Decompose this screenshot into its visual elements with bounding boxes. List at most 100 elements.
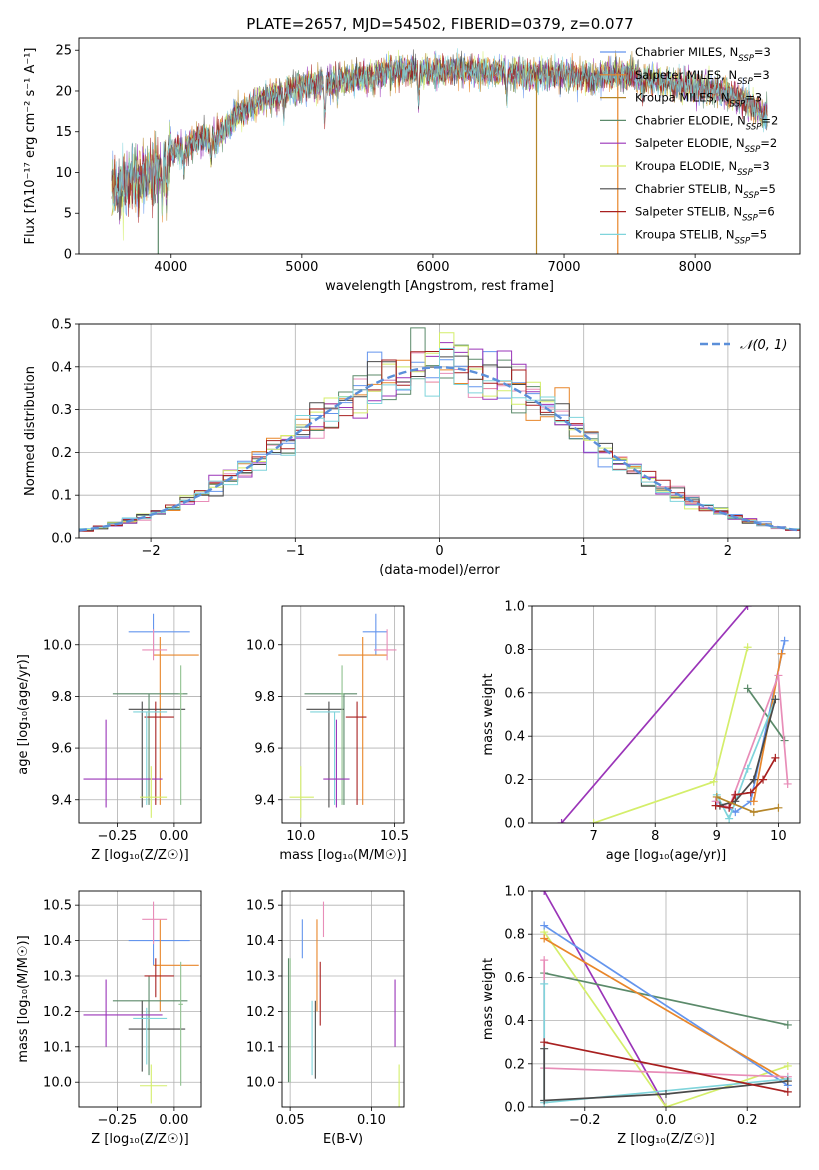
y-tick-label: 20 <box>55 84 72 99</box>
weight-series <box>544 1041 788 1093</box>
x-axis-label: age [log₁₀(age/yr)] <box>606 848 727 863</box>
x-axis-label: Z [log₁₀(Z/Z☉)] <box>91 848 188 863</box>
weight-marker <box>725 803 734 812</box>
weight-marker <box>783 779 792 788</box>
x-tick-label: 0 <box>435 544 443 559</box>
x-tick-label: 4000 <box>154 260 187 275</box>
weight-marker <box>743 764 752 773</box>
x-tick-label: −0.2 <box>569 1113 601 1128</box>
x-tick-label: −0.25 <box>97 1113 137 1128</box>
y-tick-label: 10.3 <box>246 969 275 984</box>
y-tick-label: 0.2 <box>504 773 525 788</box>
y-tick-label: 0 <box>64 248 72 263</box>
y-tick-label: 0.0 <box>51 532 72 547</box>
weight-marker <box>777 649 786 658</box>
weight-series <box>543 937 789 1082</box>
legend-entry: Chabrier STELIB, NSSP=5 <box>635 182 776 201</box>
y-tick-label: 0.3 <box>51 403 72 418</box>
y-tick-label: 0.2 <box>504 1057 525 1072</box>
y-axis-label: age [log₁₀(age/yr)] <box>16 654 31 775</box>
y-tick-label: 10.4 <box>43 934 72 949</box>
x-axis-label: Z [log₁₀(Z/Z☉)] <box>617 1132 714 1147</box>
weight-marker <box>749 808 758 817</box>
weight-marker <box>774 671 783 680</box>
y-tick-label: 10.0 <box>246 638 275 653</box>
y-tick-label: 0.0 <box>504 1101 525 1116</box>
weight-marker <box>774 803 783 812</box>
y-tick-label: 10.1 <box>246 1040 275 1055</box>
spectrum-series <box>111 53 768 223</box>
mass-age-panel: 10.0 10.5 9.4 9.6 9.8 10.0 mass [log₁₀(M/M☉)] <box>246 605 409 863</box>
weight-marker <box>540 1096 549 1105</box>
y-tick-label: 9.6 <box>254 742 275 757</box>
weight-marker <box>746 788 755 797</box>
x-tick-label: 0.0 <box>656 1113 677 1128</box>
errorbar-group <box>83 901 199 1104</box>
weight-marker <box>540 979 549 988</box>
y-axis-label: mass weight <box>481 673 496 755</box>
x-tick-label: 0.10 <box>357 1113 386 1128</box>
spectrum-series <box>111 48 768 216</box>
ebv-mass-panel: 0.05 0.10 10.0 10.1 10.2 10.3 10.4 10.5 E(B-V) <box>246 890 405 1147</box>
x-axis-label: wavelength [Angstrom, rest frame] <box>325 279 554 294</box>
y-tick-label: 9.4 <box>51 793 72 808</box>
weight-series <box>544 972 788 1026</box>
histogram-series <box>79 348 800 532</box>
age-weight-panel: 7 8 9 10 0.0 0.2 0.4 0.6 0.8 1.0 age [log₁₀(age/yr… <box>481 600 801 863</box>
errorbar-group <box>287 901 400 1107</box>
weight-marker <box>725 814 734 823</box>
y-tick-label: 0.4 <box>504 1014 525 1029</box>
y-tick-label: 0.8 <box>504 643 525 658</box>
legend-entry: Kroupa ELODIE, NSSP=3 <box>635 159 770 178</box>
y-tick-label: 1.0 <box>504 600 525 615</box>
x-axis-label: E(B-V) <box>323 1132 363 1147</box>
x-tick-label: 0.2 <box>737 1113 758 1128</box>
y-tick-label: 10.3 <box>43 969 72 984</box>
legend-entry: Salpeter MILES, NSSP=3 <box>635 68 770 87</box>
x-tick-label: 0.00 <box>159 829 188 844</box>
axes-frame <box>78 37 801 255</box>
x-tick-label: −1 <box>286 544 305 559</box>
weight-marker <box>783 1020 792 1029</box>
z-age-panel: −0.25 0.00 9.4 9.6 9.8 10.0 Z [log₁₀(Z/Z☉)] age… <box>16 605 202 863</box>
y-tick-label: 9.8 <box>254 690 275 705</box>
errorbar-group <box>289 613 397 818</box>
y-tick-label: 10.0 <box>246 1076 275 1091</box>
x-tick-label: 10 <box>770 829 787 844</box>
weight-marker <box>731 808 740 817</box>
weight-marker <box>771 695 780 704</box>
axes-frame <box>78 323 801 539</box>
weight-marker <box>783 1061 792 1070</box>
x-tick-label: 0.00 <box>159 1113 188 1128</box>
x-tick-label: −2 <box>142 544 161 559</box>
weight-marker <box>771 753 780 762</box>
y-tick-label: 9.6 <box>51 742 72 757</box>
y-tick-label: 10.4 <box>246 934 275 949</box>
spectrum-panel: 4000 5000 6000 7000 8000 0 5 10 15 20 25 wavelength… <box>23 37 801 294</box>
weight-marker <box>759 775 768 784</box>
y-tick-label: 10 <box>55 166 72 181</box>
legend-entry: Chabrier ELODIE, NSSP=2 <box>635 113 778 132</box>
x-tick-label: 9 <box>713 829 721 844</box>
x-tick-label: 10.5 <box>380 829 409 844</box>
legend-entry: Kroupa STELIB, NSSP=5 <box>635 227 767 246</box>
weight-marker <box>662 1090 670 1099</box>
histogram-lines <box>79 327 800 534</box>
x-axis-label: (data-model)/error <box>379 563 500 578</box>
x-tick-label: 2 <box>724 544 732 559</box>
weight-lines <box>557 606 792 823</box>
weight-series <box>746 688 786 741</box>
y-tick-label: 0.1 <box>51 489 72 504</box>
weight-marker <box>557 819 566 823</box>
y-tick-label: 0.6 <box>504 686 525 701</box>
axes-frame <box>78 890 202 1108</box>
spectrum-title: PLATE=2657, MJD=54502, FIBERID=0379, z=0… <box>246 15 633 33</box>
x-tick-label: −0.25 <box>97 829 137 844</box>
y-tick-label: 0.6 <box>504 971 525 986</box>
y-tick-label: 9.8 <box>51 690 72 705</box>
gaussian-curve <box>79 366 800 532</box>
y-tick-label: 0.4 <box>51 360 72 375</box>
weight-marker <box>540 1038 549 1047</box>
weight-series <box>543 1048 788 1102</box>
x-tick-label: 1 <box>580 544 588 559</box>
